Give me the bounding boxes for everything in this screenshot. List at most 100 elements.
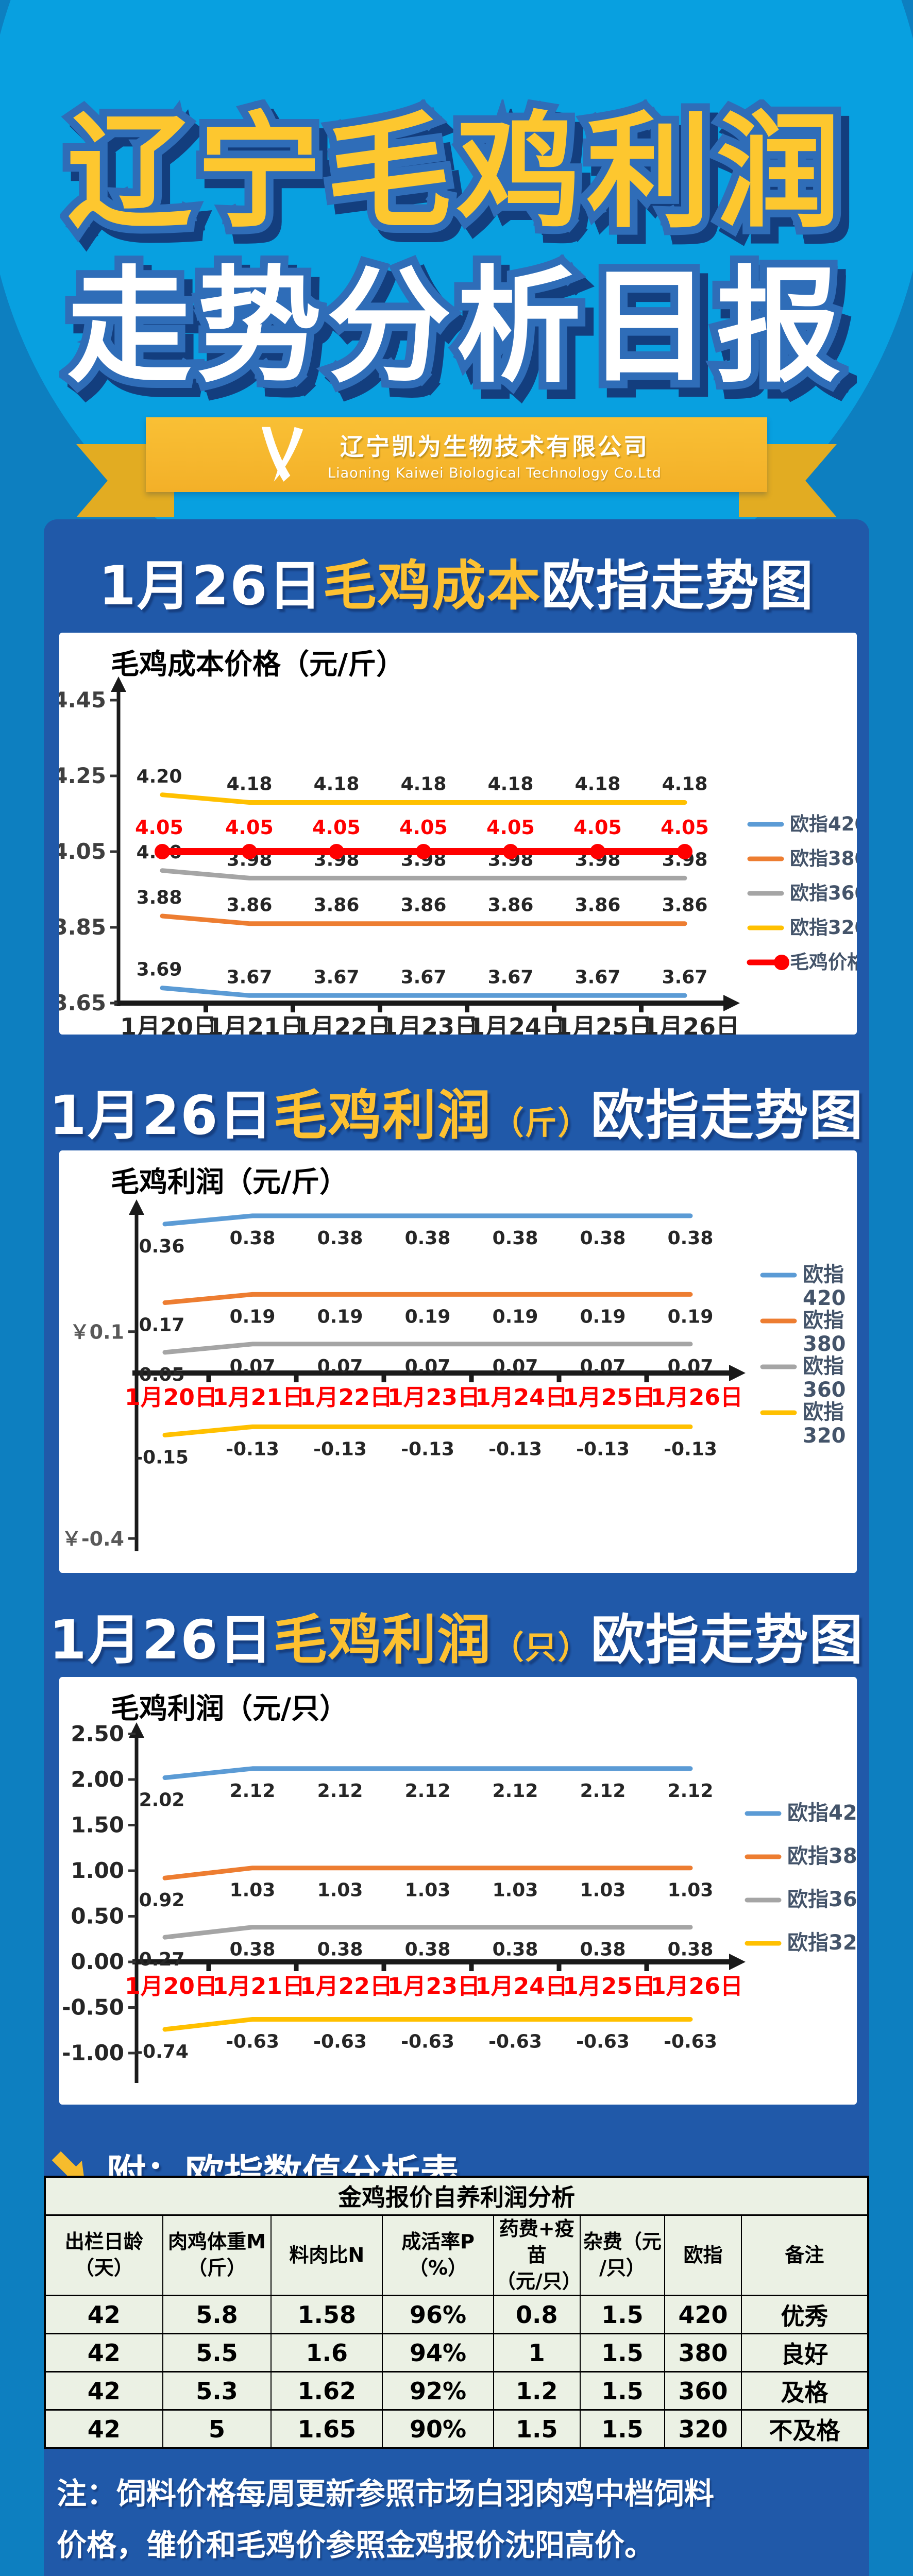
table-row: 42 5.5 1.6 94% 1 1.5 380 良好 [44, 2333, 869, 2373]
table-cell: 420 [664, 2295, 742, 2335]
svg-text:0.19: 0.19 [405, 1306, 451, 1327]
table-cell: 360 [664, 2371, 742, 2411]
svg-text:4.05: 4.05 [135, 816, 183, 839]
table-cell: 不及格 [740, 2409, 869, 2449]
svg-text:1月26日: 1月26日 [650, 1384, 743, 1411]
chart-panel-cost: 毛鸡成本价格（元/斤） 4.45 4.25 4.05 3.85 3.65 1月20日 1月21… [59, 633, 857, 1035]
svg-text:1.03: 1.03 [317, 1880, 363, 1901]
company-logo-icon [261, 427, 303, 482]
svg-text:0.38: 0.38 [580, 1939, 626, 1960]
svg-text:-0.63: -0.63 [664, 2031, 717, 2053]
svg-text:4.18: 4.18 [662, 773, 708, 794]
svg-text:-0.13: -0.13 [576, 1438, 630, 1460]
svg-text:-0.13: -0.13 [226, 1438, 279, 1460]
svg-text:0.38: 0.38 [493, 1939, 538, 1960]
svg-text:1月24日: 1月24日 [475, 1973, 568, 1999]
svg-text:1.00: 1.00 [71, 1858, 124, 1883]
svg-text:4.05: 4.05 [573, 816, 622, 839]
svg-text:0.38: 0.38 [230, 1939, 276, 1960]
table-cell: 1.6 [270, 2333, 383, 2373]
svg-text:0.36: 0.36 [139, 1236, 185, 1257]
chart-series-毛鸡价格: 4.05 4.05 4.05 4.05 4.05 4.05 4.05 [135, 816, 709, 859]
svg-text:0.38: 0.38 [317, 1939, 363, 1960]
svg-text:3.86: 3.86 [227, 895, 273, 916]
svg-text:毛鸡利润（元/斤）: 毛鸡利润（元/斤） [111, 1165, 348, 1198]
table-cell: 1.58 [270, 2295, 383, 2335]
svg-text:3.65: 3.65 [59, 990, 106, 1015]
svg-text:-0.63: -0.63 [576, 2031, 630, 2053]
svg-text:0.38: 0.38 [405, 1939, 451, 1960]
table-cell: 42 [44, 2333, 163, 2373]
svg-text:0.07: 0.07 [317, 1356, 363, 1377]
svg-text:-0.13: -0.13 [313, 1438, 367, 1460]
svg-text:0.19: 0.19 [317, 1306, 363, 1327]
svg-text:1月21日: 1月21日 [212, 1973, 305, 1999]
svg-text:-0.13: -0.13 [488, 1438, 542, 1460]
section1-highlight: 毛鸡成本 [323, 554, 542, 617]
table-cell: 及格 [740, 2371, 869, 2411]
table-cell: 1.5 [579, 2333, 666, 2373]
table-cell: 380 [664, 2333, 742, 2373]
svg-text:3.85: 3.85 [59, 914, 106, 940]
svg-text:-0.63: -0.63 [401, 2031, 454, 2053]
svg-text:3.67: 3.67 [575, 967, 621, 988]
table-header-cell: 出栏日龄 （天） [44, 2214, 163, 2297]
svg-text:3.69: 3.69 [137, 959, 182, 980]
chart-series-欧指360: 4.003.983.983.983.983.983.98 [137, 842, 707, 880]
svg-text:-0.15: -0.15 [135, 1447, 189, 1468]
svg-text:0.27: 0.27 [139, 1949, 185, 1970]
table-cell: 42 [44, 2371, 163, 2411]
svg-text:0.00: 0.00 [71, 1949, 124, 1974]
chart-series-欧指380: 0.92 1.03 1.03 1.03 1.03 1.03 1.03 [139, 1866, 713, 1911]
svg-text:2.50: 2.50 [71, 1721, 124, 1747]
svg-text:0.17: 0.17 [139, 1314, 185, 1335]
svg-text:4.18: 4.18 [227, 773, 273, 794]
table-cell: 5.8 [162, 2295, 272, 2335]
svg-text:1月22日: 1月22日 [300, 1973, 393, 1999]
svg-text:1月22日: 1月22日 [300, 1384, 393, 1411]
chart-series-欧指360: 0.05 0.07 0.07 0.07 0.07 0.07 0.07 [139, 1342, 713, 1385]
table-header-cell: 备注 [740, 2214, 869, 2297]
chart-series-欧指420: 3.69 3.67 3.67 3.67 3.67 3.67 3.67 [137, 959, 708, 998]
section-header-profit-bird: 1月26日毛鸡利润（只）欧指走势图 [0, 1596, 913, 1674]
svg-text:1月25日: 1月25日 [563, 1973, 655, 1999]
poster-title: 辽宁毛鸡利润 走势分析日报 [0, 95, 913, 404]
chart-series-欧指420: 0.36 0.38 0.38 0.38 0.38 0.38 0.38 [139, 1213, 713, 1257]
svg-text:0.38: 0.38 [580, 1228, 626, 1249]
profit-per-jin-chart: 毛鸡利润（元/斤）￥0.1￥-0.41月20日1月21日1月22日1月23日1月… [62, 1165, 846, 1551]
section2-unit: （斤） [492, 1104, 591, 1142]
svg-text:-0.63: -0.63 [226, 2031, 279, 2053]
table-header-cell: 成活率P （%） [382, 2214, 494, 2297]
svg-text:3.86: 3.86 [314, 895, 360, 916]
section-header-cost: 1月26日毛鸡成本欧指走势图 [0, 542, 913, 620]
svg-text:4.05: 4.05 [225, 816, 274, 839]
svg-text:3.67: 3.67 [401, 967, 447, 988]
table-cell: 1.5 [579, 2409, 666, 2449]
section3-highlight: 毛鸡利润 [273, 1608, 492, 1671]
svg-text:-0.74: -0.74 [135, 2041, 189, 2062]
svg-text:4.05: 4.05 [486, 816, 535, 839]
table-header-cell: 肉鸡体重M （斤） [162, 2214, 272, 2297]
svg-text:4.05: 4.05 [59, 839, 106, 864]
table-cell: 优秀 [740, 2295, 869, 2335]
section2-suffix: 欧指走势图 [590, 1084, 864, 1147]
company-name-cn: 辽宁凯为生物技术有限公司 [340, 433, 649, 461]
svg-text:1月20日: 1月20日 [125, 1384, 217, 1411]
svg-text:2.12: 2.12 [317, 1781, 363, 1802]
table-cell: 1.62 [270, 2371, 383, 2411]
svg-text:毛鸡成本价格（元/斤）: 毛鸡成本价格（元/斤） [111, 648, 404, 681]
svg-text:3.86: 3.86 [575, 895, 621, 916]
svg-text:3.67: 3.67 [662, 967, 708, 988]
svg-text:2.12: 2.12 [405, 1781, 451, 1802]
table-cell: 5 [162, 2409, 272, 2449]
svg-text:0.38: 0.38 [317, 1228, 363, 1249]
svg-text:2.12: 2.12 [668, 1781, 714, 1802]
svg-text:1月25日: 1月25日 [563, 1384, 655, 1411]
svg-text:2.12: 2.12 [230, 1781, 276, 1802]
